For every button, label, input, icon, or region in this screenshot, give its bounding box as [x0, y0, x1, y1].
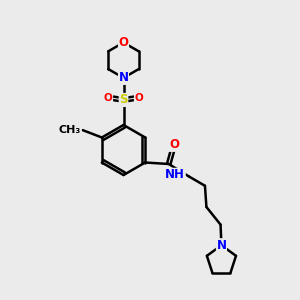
- Text: O: O: [104, 93, 112, 103]
- Text: N: N: [216, 239, 226, 252]
- Text: O: O: [169, 138, 179, 151]
- Text: NH: NH: [165, 168, 185, 182]
- Text: S: S: [119, 93, 128, 106]
- Text: O: O: [134, 93, 143, 103]
- Text: N: N: [118, 71, 128, 84]
- Text: O: O: [118, 36, 128, 49]
- Text: CH₃: CH₃: [59, 125, 81, 135]
